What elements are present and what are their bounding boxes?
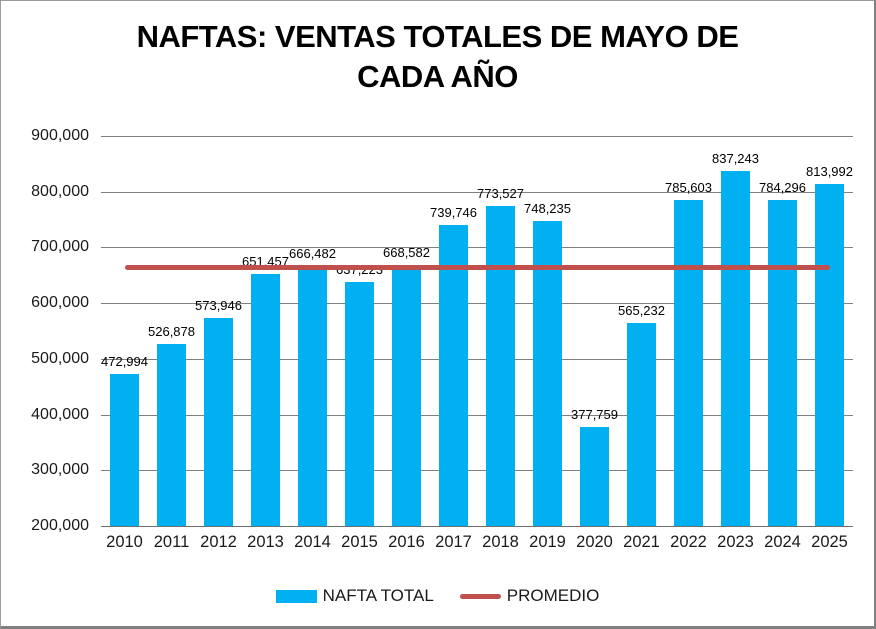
bar-value-label: 565,232 — [618, 302, 665, 318]
bar — [580, 426, 609, 526]
bar — [627, 322, 656, 526]
bar-value-label: 784,296 — [759, 180, 806, 196]
bar-value-label: 472,994 — [101, 353, 148, 369]
bar — [110, 373, 139, 526]
bar — [204, 317, 233, 526]
legend-item-nafta-total: NAFTA TOTAL — [275, 586, 434, 606]
y-axis-label: 400,000 — [31, 405, 89, 423]
x-axis-label: 2017 — [435, 533, 472, 551]
x-axis-label: 2011 — [153, 533, 190, 551]
y-axis-label: 300,000 — [31, 461, 89, 479]
bar — [486, 206, 515, 526]
x-axis-label: 2013 — [247, 533, 284, 551]
y-axis-label: 900,000 — [31, 127, 89, 144]
bar — [345, 282, 374, 526]
x-axis-label: 2014 — [294, 533, 331, 551]
x-axis-label: 2016 — [388, 533, 425, 551]
bar-value-label: 739,746 — [430, 205, 477, 221]
bar-value-label: 813,992 — [806, 163, 853, 179]
bar — [674, 199, 703, 526]
y-axis-label: 600,000 — [31, 294, 89, 312]
legend-bar-swatch-icon — [275, 589, 317, 603]
legend: NAFTA TOTAL PROMEDIO — [1, 586, 874, 606]
x-axis-label: 2012 — [200, 533, 237, 551]
bar-value-label: 526,878 — [148, 323, 195, 339]
bar-value-label: 748,235 — [524, 200, 571, 216]
bar-value-label: 773,527 — [477, 186, 524, 202]
y-axis: 200,000 300,000 400,000 500,000 600,000 700,0… — [1, 127, 89, 534]
gridline — [101, 136, 853, 137]
y-axis-label: 700,000 — [31, 238, 89, 256]
y-axis-label: 800,000 — [31, 182, 89, 200]
gridline — [101, 414, 853, 416]
x-axis: 2010 2011 2012 2013 2014 2015 2016 2017 2018 2019… — [101, 533, 853, 555]
x-axis-label: 2010 — [106, 533, 143, 551]
x-axis-label: 2015 — [341, 533, 378, 551]
gridline — [101, 470, 853, 472]
x-axis-label: 2024 — [764, 533, 801, 551]
bar — [721, 170, 750, 526]
chart-title: NAFTAS: VENTAS TOTALES DE MAYO DE CADA A… — [1, 17, 874, 97]
y-axis-label: 200,000 — [31, 517, 89, 534]
legend-label-nafta-total: NAFTA TOTAL — [322, 586, 434, 605]
bar — [439, 225, 468, 526]
x-axis-label: 2018 — [482, 533, 519, 551]
gridline — [101, 303, 853, 305]
x-axis-label: 2025 — [811, 533, 848, 551]
promedio-line — [124, 265, 830, 270]
bar — [533, 220, 562, 526]
legend-label-promedio: PROMEDIO — [506, 586, 600, 605]
gridline — [101, 358, 853, 360]
bar-value-label: 785,603 — [665, 179, 712, 195]
x-axis-label: 2021 — [623, 533, 660, 551]
bar — [298, 266, 327, 526]
plot-area: 472,994526,878573,946651,457666,482637,2… — [101, 136, 853, 527]
bar — [815, 183, 844, 526]
gridline — [101, 191, 853, 193]
gridline — [101, 247, 853, 249]
x-axis-label: 2019 — [529, 533, 566, 551]
x-axis-label: 2022 — [670, 533, 707, 551]
bar-value-label: 377,759 — [571, 406, 618, 422]
chart-title-line-2: CADA AÑO — [357, 59, 518, 94]
bar-value-label: 837,243 — [712, 150, 759, 166]
chart-title-line-1: NAFTAS: VENTAS TOTALES DE MAYO DE — [136, 19, 739, 54]
x-axis-label: 2020 — [576, 533, 613, 551]
bar — [251, 274, 280, 526]
bar — [392, 264, 421, 526]
bar-value-label: 573,946 — [195, 297, 242, 313]
bar-value-label: 668,582 — [383, 244, 430, 260]
x-axis-line — [101, 526, 853, 527]
bar-value-label: 666,482 — [289, 246, 336, 262]
y-axis-label: 500,000 — [31, 349, 89, 367]
legend-item-promedio: PROMEDIO — [459, 586, 600, 606]
legend-line-swatch-icon — [459, 593, 501, 599]
x-axis-label: 2023 — [717, 533, 754, 551]
bar — [768, 200, 797, 526]
bar — [157, 343, 186, 526]
